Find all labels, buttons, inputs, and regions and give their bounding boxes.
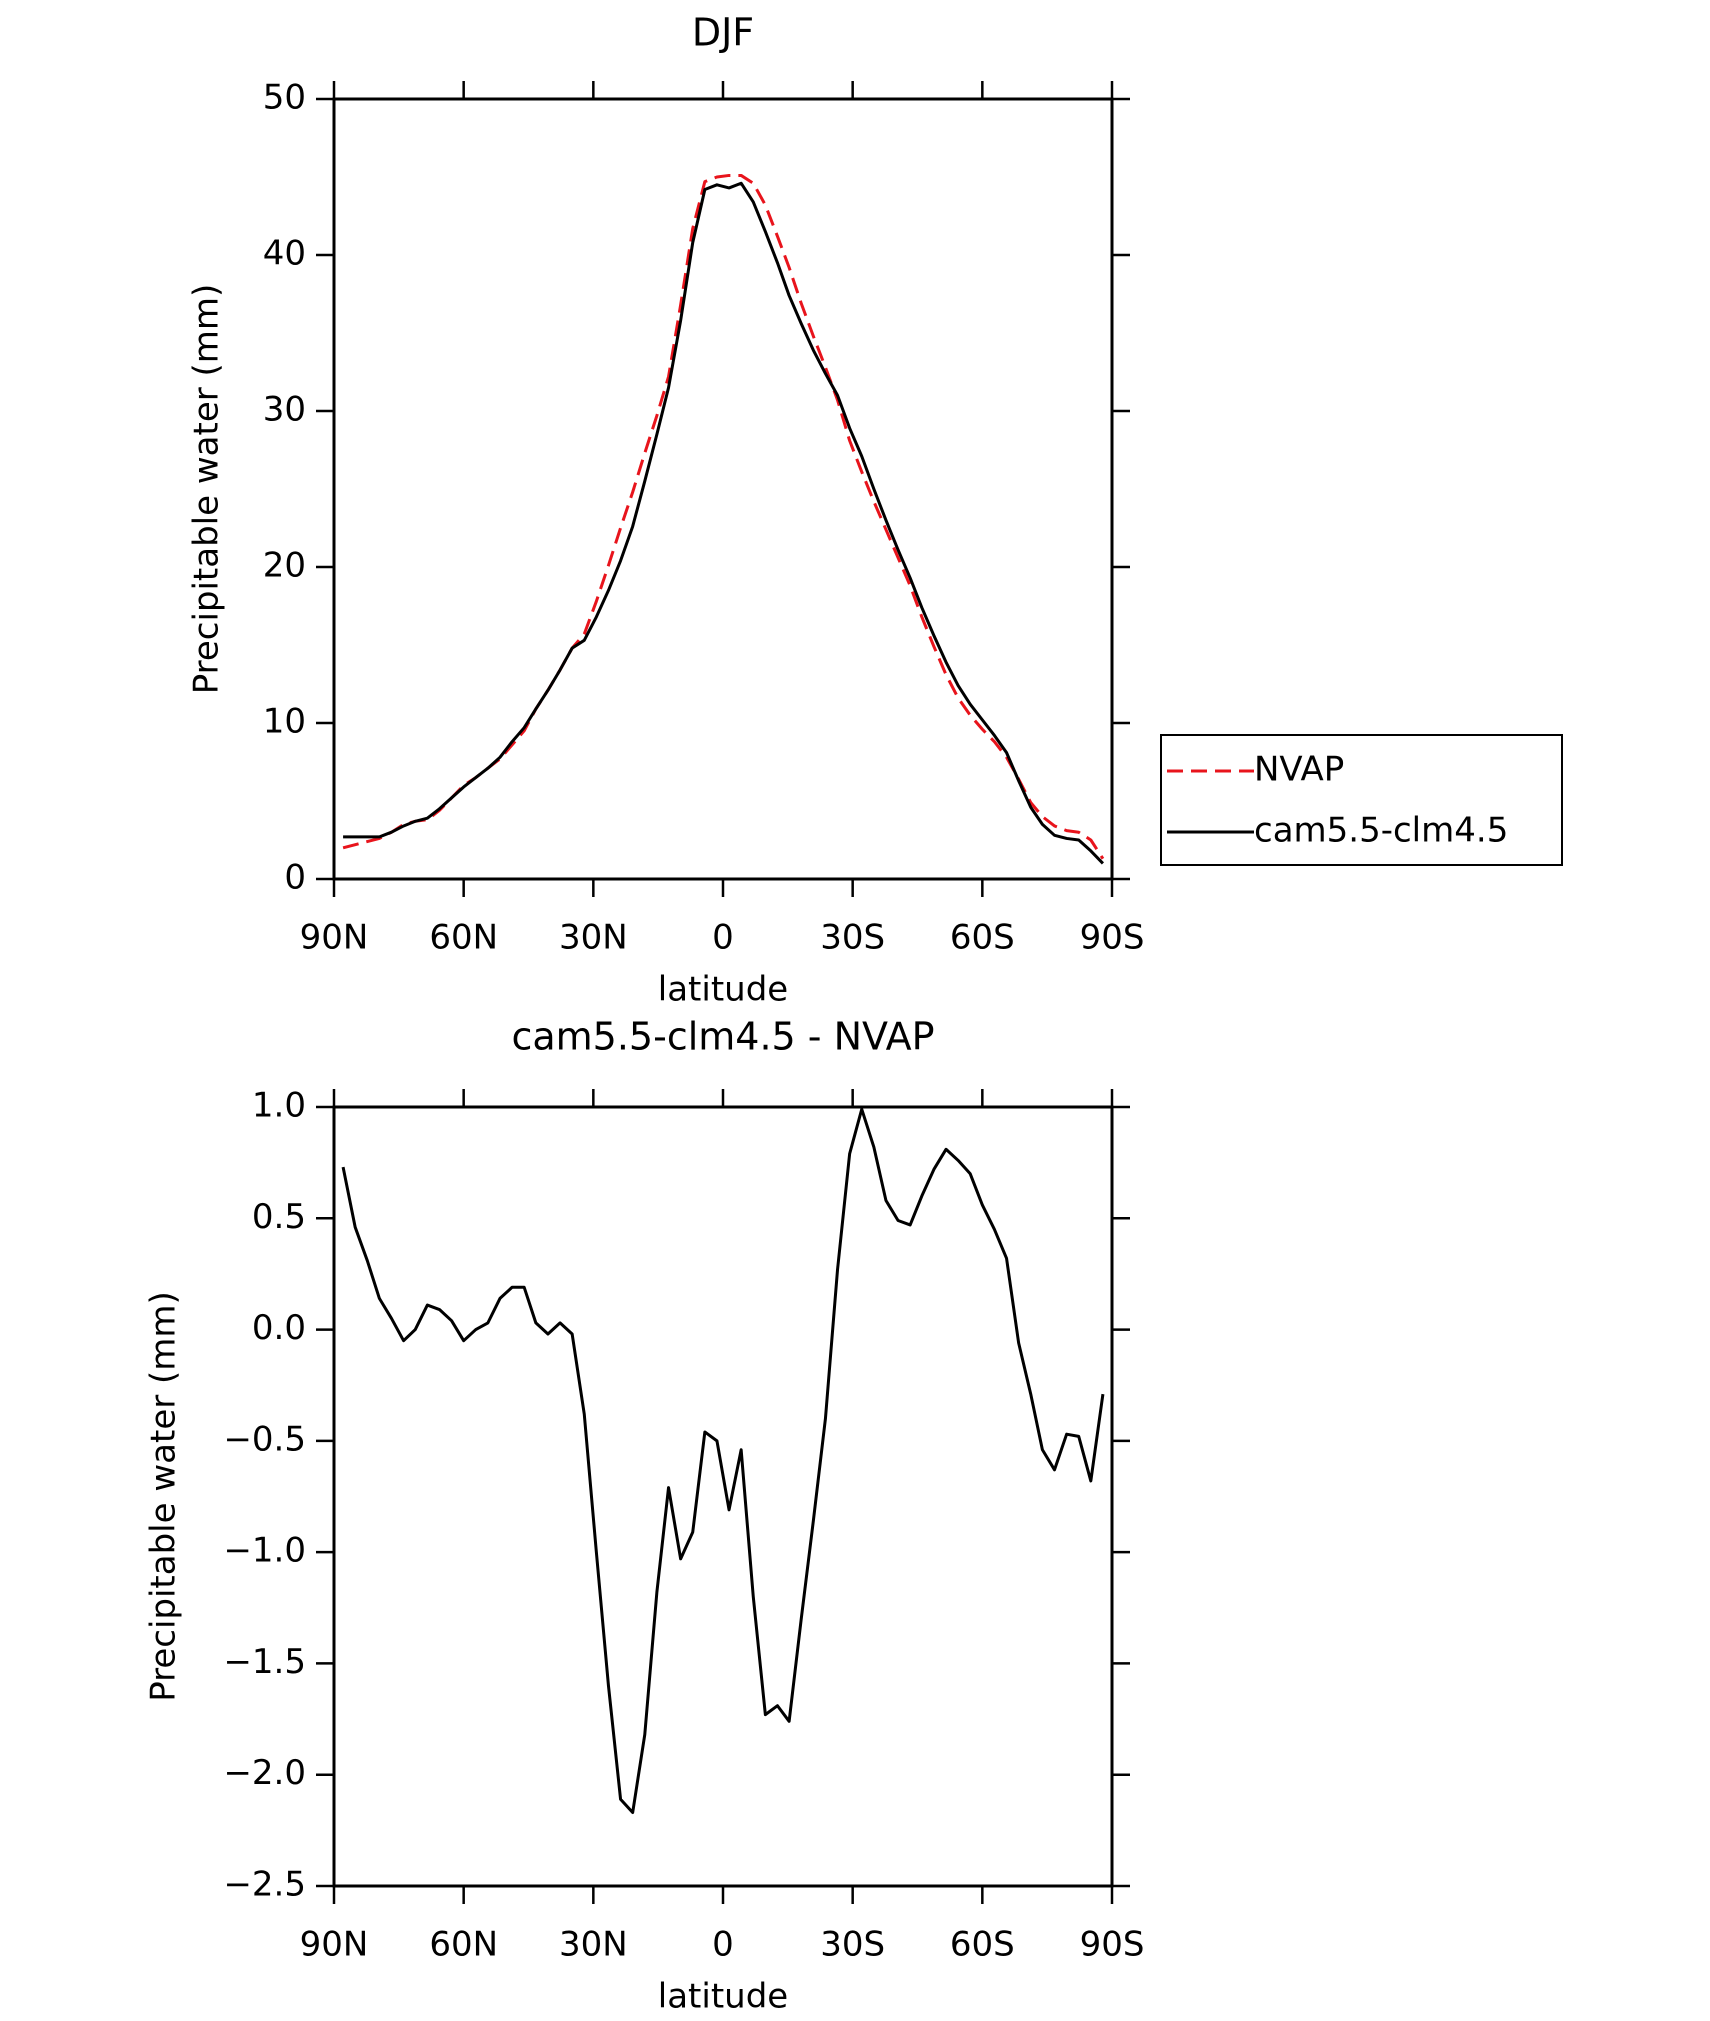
legend-box: [1160, 734, 1563, 866]
y-tick-label: −2.0: [223, 1753, 306, 1793]
plot-frame: [332, 1105, 1114, 1888]
x-tick-label: 60S: [950, 1925, 1015, 1965]
chart-title: DJF: [692, 11, 754, 55]
y-tick-label: 30: [263, 390, 306, 430]
y-tick-label: 10: [263, 702, 306, 742]
x-tick-label: 0: [712, 1925, 734, 1965]
data-line: [342, 173, 1105, 860]
y-tick-label: 50: [263, 78, 306, 118]
x-tick-label: 60N: [429, 918, 498, 958]
x-tick-label: 30S: [820, 1925, 885, 1965]
x-tick-label: 30S: [820, 918, 885, 958]
plot-frame: [332, 97, 1114, 881]
legend-label: cam5.5-clm4.5: [1254, 811, 1508, 851]
y-axis-label: Precipitable water (mm): [144, 1291, 184, 1702]
y-tick-label: −2.5: [223, 1865, 306, 1905]
y-tick-label: −1.5: [223, 1642, 306, 1682]
x-tick-label: 0: [712, 918, 734, 958]
x-tick-label: 90N: [300, 918, 369, 958]
x-axis-label: latitude: [658, 970, 788, 1010]
y-tick-label: −1.0: [223, 1531, 306, 1571]
y-tick-label: 0.0: [252, 1308, 306, 1348]
x-tick-label: 30N: [559, 1925, 628, 1965]
x-tick-label: 60N: [429, 1925, 498, 1965]
x-axis-label: latitude: [658, 1977, 788, 2017]
y-tick-label: 0: [284, 858, 306, 898]
y-tick-label: −0.5: [223, 1419, 306, 1459]
y-tick-label: 40: [263, 234, 306, 274]
y-tick-label: 20: [263, 546, 306, 586]
x-tick-label: 90S: [1080, 918, 1145, 958]
data-line: [343, 181, 1104, 865]
y-tick-label: 1.0: [252, 1086, 306, 1126]
legend-label: NVAP: [1254, 750, 1344, 790]
x-tick-label: 30N: [559, 918, 628, 958]
y-axis-label: Precipitable water (mm): [187, 284, 227, 695]
chart-title: cam5.5-clm4.5 - NVAP: [511, 1015, 934, 1059]
x-tick-label: 90N: [300, 1925, 369, 1965]
y-tick-label: 0.5: [252, 1197, 306, 1237]
x-tick-label: 90S: [1080, 1925, 1145, 1965]
data-line: [341, 1107, 1105, 1815]
x-tick-label: 60S: [950, 918, 1015, 958]
